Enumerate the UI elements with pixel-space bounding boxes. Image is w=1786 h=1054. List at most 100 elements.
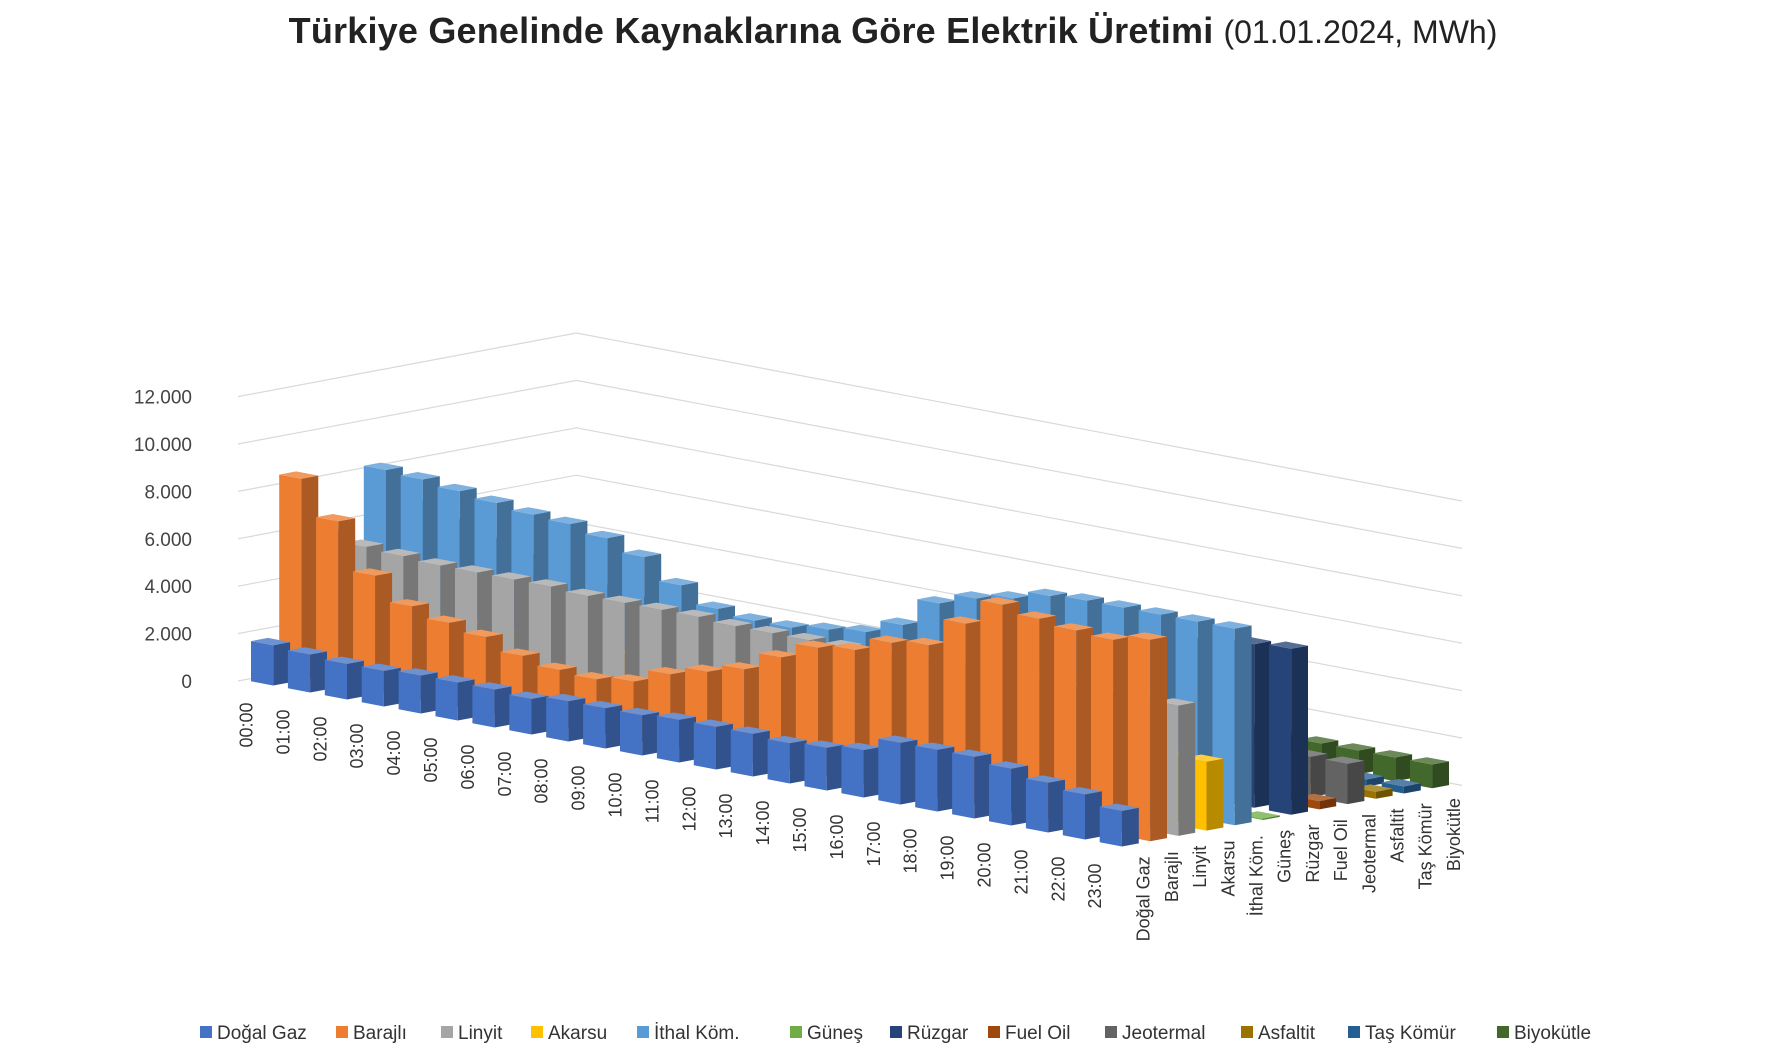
bar-top-face [583,700,623,709]
gridline [237,379,1463,549]
y-axis-ticks: 0 2.000 4.000 6.000 8.000 10.000 12.000 [134,388,192,693]
bar-top-face [474,495,514,503]
bar-side-face [1375,788,1393,799]
x-tick-label: 04:00 [384,731,404,776]
bar-top-face [639,602,679,610]
bar-top-face [804,740,844,748]
bar-side-face [420,672,438,714]
bar-front-face [1268,644,1292,815]
bar-top-face [1268,641,1308,649]
x-tick-label: 03:00 [347,724,367,769]
legend-label: İthal Köm. [654,1023,740,1044]
bar-side-face [1085,791,1102,840]
series-tick-label: Akarsu [1218,840,1238,896]
bar-top-face [806,622,846,630]
legend-swatch [531,1026,543,1038]
bar-front-face [398,671,421,714]
bar-top-face [769,620,809,628]
bar-top-face [693,719,733,727]
bar-side-face [301,475,319,681]
bar-top-face [722,662,762,670]
bar-front-face [1325,759,1348,805]
bar-side-face [1150,636,1167,842]
bar-top-face [1336,743,1376,751]
bar-top-face [528,579,568,587]
bar-top-face [1099,803,1139,811]
y-tick-label: 0 [181,672,192,693]
x-tick-label: 14:00 [753,801,773,846]
series-tick-label: Taş Kömür [1416,803,1436,889]
bar-top-face [730,726,770,734]
bar [989,761,1029,826]
series-tick-label: Linyit [1190,846,1210,888]
bar [656,712,696,763]
bar-front-face [1373,753,1396,782]
bar-top-face [622,549,662,557]
bar-top-face [685,664,725,672]
series-tick-label: Fuel Oil [1331,819,1351,881]
bar-top-face [611,674,651,682]
bar-top-face [400,472,440,480]
bar [915,742,955,812]
bar-front-face [509,694,532,735]
legend-swatch [200,1026,212,1038]
bar-top-face [363,462,403,470]
bar-front-face [915,745,938,812]
bar-front-face [546,697,569,742]
bar-top-face [251,637,291,646]
bar-top-face [511,507,551,515]
bar [279,471,319,681]
series-tick-label: Barajlı [1162,851,1182,902]
bar [287,647,327,693]
bar [952,749,992,819]
legend-swatch [336,1026,348,1038]
bar-side-face [1262,815,1280,820]
legend-item: Güneş [790,1023,863,1044]
bar-front-face [1054,626,1077,828]
chart-subtitle: (01.01.2024, MWh) [1223,14,1498,50]
bar-side-face [494,686,512,728]
bar-top-face [1373,750,1413,758]
bar [472,682,512,728]
y-tick-label: 6.000 [144,530,192,551]
bar-front-face [324,659,347,700]
bar [841,742,881,798]
bar [730,726,770,777]
bar-top-face [676,609,716,617]
bar-top-face [1101,600,1141,608]
legend-item: Barajlı [336,1023,407,1044]
legend-item: Rüzgar [890,1023,969,1044]
bars [251,462,1449,847]
bar-top-face [353,568,393,576]
x-tick-label: 19:00 [938,836,958,881]
bar-top-face [989,761,1029,769]
legend-item: Taş Kömür [1348,1023,1456,1044]
legend-label: Barajlı [353,1023,407,1044]
bar-front-face [1091,635,1114,835]
x-tick-label: 16:00 [827,815,847,860]
legend-swatch [1348,1026,1360,1038]
bar-side-face [642,712,660,756]
bar-side-face [531,695,549,735]
legend-label: Asfaltit [1258,1023,1316,1044]
bar-top-face [869,635,909,643]
bar-side-face [1002,601,1020,814]
bar-front-face [1127,635,1151,842]
bar [398,668,438,714]
series-tick-label: Güneş [1275,830,1295,883]
bar [1325,756,1365,805]
bar-top-face [316,514,356,522]
bar-front-face [952,752,975,819]
y-tick-label: 8.000 [144,482,192,503]
bar-top-face [546,693,586,702]
bar-side-face [1395,754,1413,782]
x-tick-label: 22:00 [1048,857,1068,902]
bar-front-face [989,764,1012,826]
bar-top-face [732,613,772,621]
bar-top-face [758,650,798,658]
bar-side-face [752,730,770,777]
bar [1381,779,1421,794]
y-tick-label: 12.000 [134,388,192,409]
bar-top-face [389,599,429,607]
